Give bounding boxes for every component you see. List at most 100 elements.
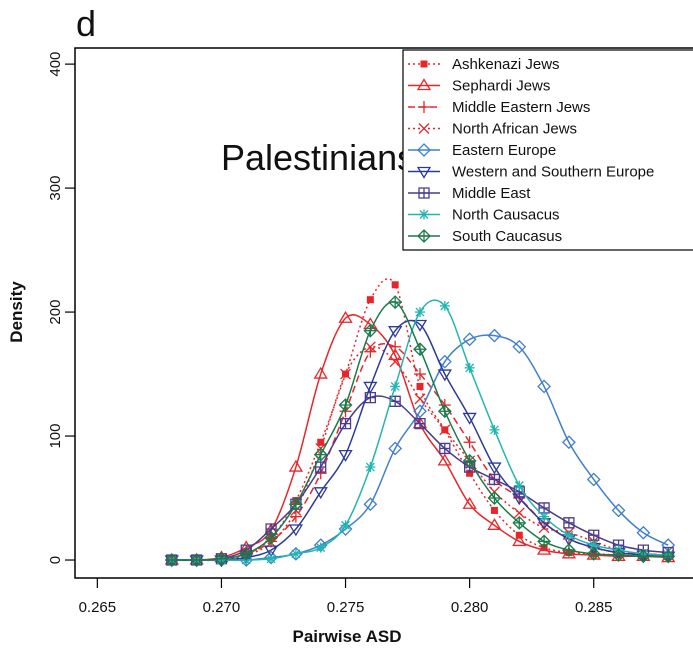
marker-shape xyxy=(416,166,432,179)
marker xyxy=(462,453,477,468)
marker-shape xyxy=(462,496,477,509)
marker-shape xyxy=(512,339,527,354)
marker xyxy=(389,356,401,368)
marker xyxy=(418,123,430,134)
marker xyxy=(561,435,576,450)
marker-stroke xyxy=(418,123,430,134)
marker xyxy=(364,341,376,353)
marker xyxy=(290,548,301,559)
marker xyxy=(488,473,501,486)
marker-shape xyxy=(463,461,476,473)
marker xyxy=(340,520,351,531)
marker-shape xyxy=(264,530,278,545)
marker xyxy=(338,449,353,462)
marker-shape xyxy=(462,453,477,468)
marker xyxy=(537,379,552,394)
marker-shape xyxy=(363,381,378,394)
marker xyxy=(340,368,351,380)
marker xyxy=(214,551,229,566)
series-line xyxy=(171,319,669,561)
marker-shape xyxy=(611,503,626,518)
marker xyxy=(636,525,651,540)
marker-shape xyxy=(537,379,552,394)
marker-shape xyxy=(488,473,501,486)
marker xyxy=(586,546,601,561)
marker-shape xyxy=(437,404,452,419)
marker xyxy=(512,534,527,547)
marker-shape xyxy=(417,143,431,157)
marker-shape xyxy=(363,497,378,512)
marker xyxy=(418,101,430,113)
marker xyxy=(417,143,431,157)
marker xyxy=(462,412,477,425)
marker-shape xyxy=(490,506,498,514)
marker-shape xyxy=(586,472,601,487)
marker xyxy=(586,472,601,487)
marker xyxy=(315,542,326,553)
marker xyxy=(288,524,304,537)
marker-shape xyxy=(636,525,651,540)
marker-shape xyxy=(418,187,430,199)
y-tick-label: 300 xyxy=(47,176,64,201)
marker-shape xyxy=(512,515,527,530)
marker-shape xyxy=(588,529,600,541)
marker-shape xyxy=(413,342,427,357)
marker xyxy=(487,462,502,475)
marker xyxy=(661,549,676,564)
marker xyxy=(439,442,451,455)
marker xyxy=(264,530,278,545)
legend-label: North African Jews xyxy=(452,121,577,138)
marker-stroke xyxy=(539,512,549,522)
marker xyxy=(266,553,277,564)
marker xyxy=(338,522,353,536)
marker-shape xyxy=(313,447,328,462)
marker-shape xyxy=(288,524,304,537)
marker-shape xyxy=(313,366,328,379)
marker xyxy=(363,497,378,512)
marker xyxy=(338,398,353,412)
marker-shape xyxy=(537,534,552,549)
marker xyxy=(388,326,403,338)
marker-shape xyxy=(288,497,303,512)
marker-shape xyxy=(561,543,576,558)
marker-shape xyxy=(661,549,676,564)
legend-label: Middle Eastern Jews xyxy=(452,99,590,116)
marker xyxy=(462,332,477,347)
marker-shape xyxy=(462,412,477,425)
marker xyxy=(363,381,378,394)
marker-shape xyxy=(538,502,550,514)
marker-shape xyxy=(363,323,378,338)
y-tick-label: 200 xyxy=(47,300,64,325)
marker-stroke xyxy=(419,210,429,219)
y-axis-label: Density xyxy=(7,281,26,343)
marker-shape xyxy=(611,548,626,562)
marker-shape xyxy=(164,553,179,567)
x-tick-label: 0.265 xyxy=(79,599,117,616)
marker xyxy=(437,354,452,369)
marker-shape xyxy=(437,354,452,369)
marker xyxy=(487,328,502,343)
marker xyxy=(263,545,279,558)
marker xyxy=(636,549,651,564)
marker xyxy=(315,461,327,473)
marker-shape xyxy=(487,462,502,475)
marker xyxy=(419,209,429,220)
marker-stroke xyxy=(415,307,425,317)
marker-stroke xyxy=(414,393,426,405)
plot-area xyxy=(164,278,676,568)
marker xyxy=(464,362,475,373)
marker-shape xyxy=(189,553,204,567)
marker xyxy=(416,78,432,91)
x-tick-label: 0.270 xyxy=(203,599,241,616)
marker xyxy=(313,447,328,462)
marker xyxy=(414,393,426,405)
marker xyxy=(462,496,477,509)
marker xyxy=(489,424,500,435)
marker-shape xyxy=(391,281,399,289)
marker xyxy=(338,311,353,323)
legend: Ashkenazi Jews Sephardi Jews Middle Easter… xyxy=(402,49,693,251)
marker-shape xyxy=(512,534,527,547)
marker xyxy=(418,187,430,199)
marker xyxy=(512,339,527,354)
